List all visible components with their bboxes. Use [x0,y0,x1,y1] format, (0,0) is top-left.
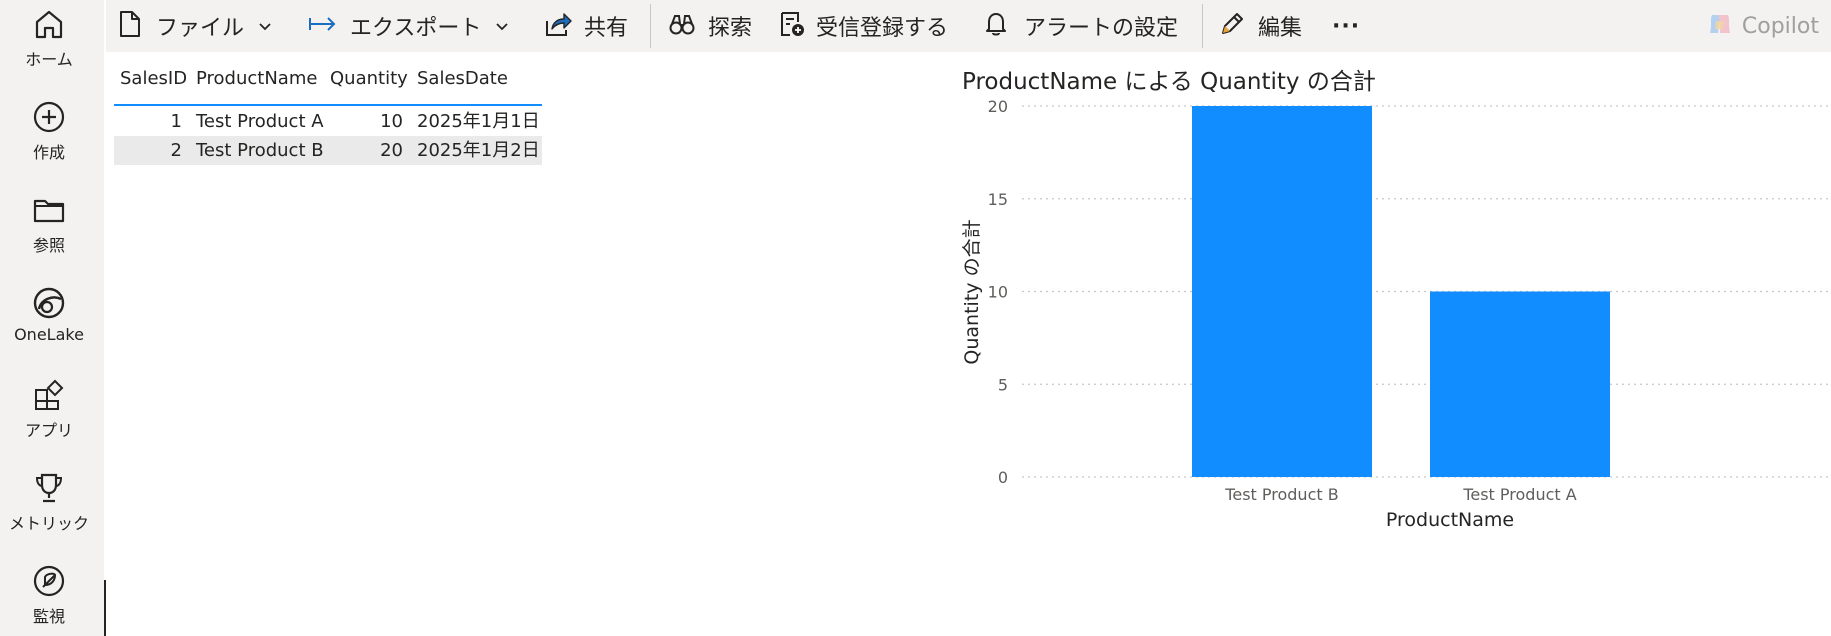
binoculars-icon [668,12,696,40]
nav-item-create[interactable]: 作成 [0,99,98,163]
table-cell-productname: Test Product B [196,140,324,161]
bar-chart[interactable]: 0 5 10 15 20 Test Product B Test Product A Prod… [950,92,1831,542]
nav-label-browse: 参照 [32,236,65,255]
create-plus-icon [0,99,98,135]
more-options-button[interactable]: ··· [1332,0,1360,52]
copilot-icon [1706,11,1734,41]
report-toolbar: ファイル エクスポート 共有 探索 受信登録する アラー [106,0,1831,52]
y-tick-label: 20 [988,97,1008,116]
column-header-salesdate[interactable]: SalesDate [417,68,508,89]
column-header-quantity[interactable]: Quantity [330,68,408,89]
nav-item-metrics[interactable]: メトリック [0,470,98,534]
toolbar-separator [650,4,651,48]
copilot-label: Copilot [1741,13,1819,39]
file-menu-button[interactable]: ファイル [118,0,272,52]
column-header-productname[interactable]: ProductName [196,68,318,89]
share-button[interactable]: 共有 [544,0,628,52]
export-menu-label: エクスポート [350,16,482,41]
table-cell-salesid: 1 [170,111,182,132]
x-tick-label: Test Product B [1224,485,1338,504]
subscribe-button[interactable]: 受信登録する [778,0,948,52]
nav-item-browse[interactable]: 参照 [0,192,98,256]
nav-item-onelake[interactable]: OneLake [0,285,98,344]
chart-title: ProductName による Quantity の合計 [962,69,1376,95]
subscribe-label: 受信登録する [816,16,949,41]
x-tick-label: Test Product A [1462,485,1576,504]
table-row[interactable]: 1 Test Product A 10 2025年1月1日 [114,107,542,136]
table-cell-salesid: 2 [170,140,182,161]
nav-label-onelake: OneLake [14,325,84,344]
share-icon [544,11,572,41]
apps-icon [0,377,98,413]
file-menu-label: ファイル [156,16,245,41]
monitor-icon [0,563,98,599]
explore-label: 探索 [708,16,753,41]
edit-label: 編集 [1258,16,1303,41]
nav-label-create: 作成 [32,143,65,162]
y-axis-title: Quantity の合計 [961,219,983,364]
nav-label-home: ホーム [25,50,73,69]
copilot-button[interactable]: Copilot [1706,0,1819,52]
home-icon [0,6,98,42]
bell-icon [984,11,1008,41]
file-icon [118,10,142,42]
chevron-down-icon [258,17,272,36]
table-header-underline [114,104,542,106]
table-row[interactable]: 2 Test Product B 20 2025年1月2日 [114,136,542,165]
left-nav-rail: ホーム 作成 参照 OneLake アプリ メトリック 監視 [0,0,104,636]
nav-label-apps: アプリ [24,421,73,440]
chevron-down-icon [495,17,509,36]
alert-settings-label: アラートの設定 [1024,16,1179,41]
y-tick-label: 0 [998,468,1008,487]
pencil-icon [1218,10,1246,42]
y-tick-label: 10 [988,283,1008,302]
nav-label-metrics: メトリック [8,514,89,533]
nav-label-monitor: 監視 [32,607,65,626]
column-header-salesid[interactable]: SalesID [120,68,188,89]
x-axis-title: ProductName [1386,509,1514,531]
toolbar-separator [1202,4,1203,48]
table-cell-quantity: 10 [380,111,403,132]
onelake-icon [0,285,98,321]
y-tick-label: 15 [988,190,1008,209]
share-label: 共有 [584,16,629,41]
table-cell-productname: Test Product A [196,111,324,132]
nav-item-home[interactable]: ホーム [0,6,98,70]
nav-item-monitor[interactable]: 監視 [0,563,98,627]
folder-icon [0,192,98,228]
bar[interactable] [1430,291,1610,478]
y-tick-label: 5 [998,375,1008,394]
more-options-icon: ··· [1332,13,1361,39]
export-arrow-icon [308,14,338,38]
edit-button[interactable]: 編集 [1218,0,1302,52]
trophy-icon [0,470,98,506]
table-cell-salesdate: 2025年1月2日 [417,140,540,161]
table-cell-quantity: 20 [380,140,403,161]
subscribe-icon [778,10,806,42]
export-menu-button[interactable]: エクスポート [308,0,509,52]
rail-divider [104,580,106,636]
table-cell-salesdate: 2025年1月1日 [417,111,540,132]
explore-button[interactable]: 探索 [668,0,752,52]
bar[interactable] [1192,106,1372,477]
alert-settings-button[interactable]: アラートの設定 [984,0,1178,52]
nav-item-apps[interactable]: アプリ [0,377,98,441]
